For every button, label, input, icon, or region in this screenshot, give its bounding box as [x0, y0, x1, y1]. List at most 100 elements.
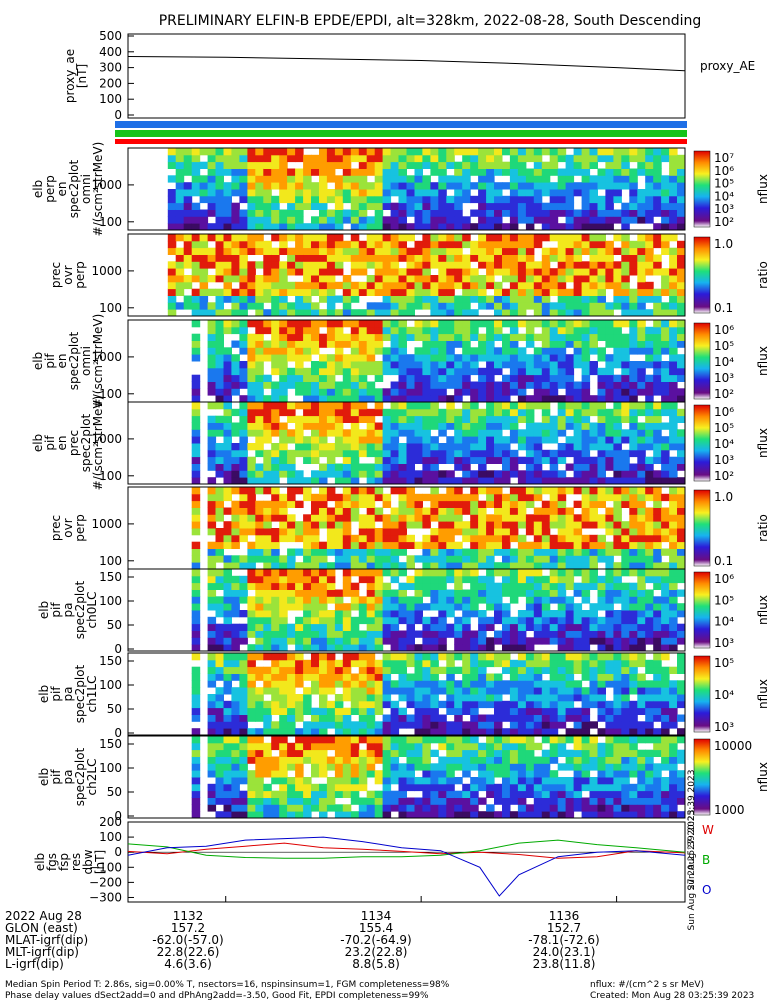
heatmap-cell	[223, 534, 232, 543]
heatmap-cell	[398, 374, 407, 382]
heatmap-cell	[533, 422, 543, 430]
heatmap-cell	[533, 216, 543, 224]
heatmap-cell	[231, 811, 240, 819]
heatmap-cell	[334, 589, 344, 597]
heatmap-cell	[319, 500, 328, 508]
heatmap-cell	[677, 653, 686, 661]
heatmap-cell	[334, 610, 344, 618]
heatmap-cell	[613, 673, 622, 681]
heatmap-cell	[462, 340, 471, 348]
heatmap-cell	[175, 288, 185, 296]
heatmap-cell	[486, 395, 495, 403]
heatmap-cell	[470, 470, 479, 478]
heatmap-cell	[414, 443, 423, 451]
heatmap-cell	[239, 367, 248, 376]
heatmap-cell	[605, 603, 614, 611]
heatmap-cell	[191, 528, 201, 536]
heatmap-cell	[581, 361, 591, 369]
heatmap-cell	[295, 429, 304, 437]
heatmap-cell	[406, 422, 415, 430]
heatmap-cell	[470, 168, 479, 176]
heatmap-cell	[573, 449, 583, 458]
heatmap-cell	[255, 326, 264, 335]
heatmap-cell	[637, 189, 646, 197]
heatmap-cell	[406, 281, 415, 290]
heatmap-cell	[661, 493, 670, 502]
heatmap-cell	[414, 449, 423, 458]
heatmap-cell	[366, 721, 376, 729]
heatmap-cell	[303, 415, 312, 423]
heatmap-cell	[295, 790, 304, 798]
heatmap-cell	[486, 415, 495, 423]
heatmap-cell	[223, 443, 232, 451]
heatmap-cell	[613, 326, 622, 335]
heatmap-cell	[581, 168, 591, 176]
heatmap-cell	[183, 216, 193, 224]
heatmap-cell	[637, 521, 646, 529]
heatmap-cell	[191, 209, 201, 217]
heatmap-cell	[239, 749, 248, 757]
heatmap-cell	[271, 514, 280, 522]
heatmap-cell	[374, 168, 384, 176]
heatmap-cell	[207, 148, 217, 156]
heatmap-cell	[517, 610, 527, 618]
heatmap-cell	[557, 443, 567, 451]
heatmap-cell	[326, 714, 336, 722]
y-tick-label: 0	[114, 726, 122, 740]
heatmap-cell	[430, 596, 439, 604]
heatmap-cell	[311, 721, 320, 729]
heatmap-cell	[382, 161, 392, 169]
heatmap-cell	[303, 309, 312, 317]
heatmap-cell	[573, 589, 583, 597]
heatmap-cell	[414, 610, 423, 618]
heatmap-cell	[311, 637, 320, 645]
heatmap-cell	[255, 381, 264, 389]
heatmap-cell	[334, 189, 344, 197]
heatmap-cell	[430, 644, 439, 652]
heatmap-cell	[207, 463, 217, 471]
heatmap-cell	[446, 422, 455, 430]
heatmap-cell	[589, 630, 598, 638]
heatmap-cell	[621, 415, 630, 423]
ylabel-elb_perp_omni-1: perp	[43, 175, 57, 203]
heatmap-cell	[303, 707, 312, 715]
heatmap-cell	[271, 288, 280, 296]
heatmap-cell	[279, 161, 288, 169]
panel-frame	[127, 652, 686, 736]
heatmap-cell	[255, 175, 264, 183]
heatmap-cell	[661, 470, 670, 478]
heatmap-cell	[271, 756, 280, 764]
heatmap-cell	[438, 168, 447, 176]
heatmap-cell	[509, 415, 519, 423]
heatmap-cell	[462, 589, 471, 597]
heatmap-cell	[629, 477, 638, 485]
heatmap-cell	[557, 154, 567, 163]
heatmap-cell	[398, 302, 407, 310]
heatmap-cell	[287, 783, 296, 792]
heatmap-cell	[279, 189, 288, 197]
heatmap-cell	[311, 288, 320, 296]
heatmap-cell	[462, 436, 471, 444]
heatmap-cell	[637, 247, 646, 255]
heatmap-cell	[645, 616, 654, 625]
heatmap-cell	[422, 521, 431, 529]
heatmap-cell	[486, 616, 495, 625]
heatmap-cell	[342, 770, 352, 778]
heatmap-cell	[279, 449, 288, 458]
heatmap-cell	[470, 562, 479, 570]
heatmap-cell	[279, 333, 288, 341]
heatmap-cell	[605, 388, 614, 396]
heatmap-cell	[207, 514, 217, 522]
heatmap-cell	[295, 666, 304, 674]
heatmap-cell	[279, 659, 288, 668]
heatmap-cell	[263, 470, 272, 478]
heatmap-cell	[247, 354, 256, 362]
heatmap-cell	[438, 500, 447, 508]
heatmap-cell	[303, 742, 312, 751]
heatmap-cell	[454, 596, 463, 604]
heatmap-cell	[653, 514, 662, 522]
heatmap-cell	[231, 694, 240, 702]
heatmap-cell	[557, 148, 567, 156]
heatmap-cell	[366, 275, 376, 283]
heatmap-cell	[589, 395, 598, 403]
